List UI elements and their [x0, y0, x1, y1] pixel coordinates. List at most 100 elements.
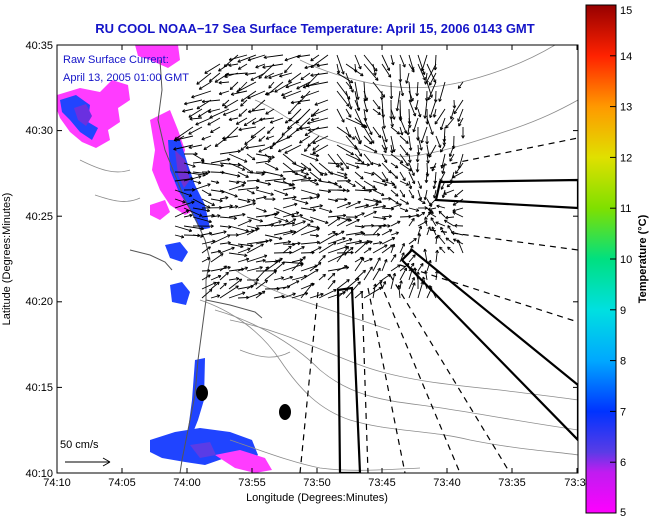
- current-vector-head: [307, 176, 312, 179]
- current-vector-head: [191, 96, 195, 99]
- current-vector-head: [191, 200, 195, 203]
- current-vector: [291, 259, 303, 263]
- current-vector: [372, 257, 381, 272]
- current-vector-head: [306, 172, 309, 176]
- current-vector-head: [282, 177, 286, 180]
- colorbar-ticks: 15 14 13 12 11 10 9 8 7 6 5: [610, 4, 632, 519]
- current-vector: [307, 117, 329, 124]
- current-vector: [219, 162, 241, 166]
- current-vector-head: [264, 209, 267, 212]
- current-vector: [408, 214, 420, 218]
- current-vector-head: [305, 201, 309, 204]
- current-vector-head: [310, 282, 314, 285]
- current-vector: [273, 241, 291, 245]
- current-vector: [291, 242, 301, 245]
- current-vector: [354, 108, 364, 128]
- current-vector: [336, 246, 349, 263]
- current-vector-head: [310, 75, 314, 78]
- current-vector-head: [276, 167, 279, 171]
- current-vector-head: [217, 214, 221, 216]
- current-vector-head: [288, 112, 292, 115]
- current-vector-head: [396, 193, 399, 197]
- current-vector-head: [424, 216, 426, 220]
- current-vector: [428, 207, 437, 211]
- bathymetry-contours: [79, 45, 578, 471]
- current-vector: [273, 222, 295, 227]
- current-vector-head: [198, 175, 202, 177]
- current-vector: [354, 99, 360, 111]
- current-vector: [291, 162, 307, 170]
- current-vector-head: [237, 149, 241, 152]
- current-vector: [433, 180, 437, 189]
- current-vector-head: [406, 80, 409, 84]
- current-vector-head: [197, 233, 201, 236]
- sst-patch-bottom-magenta: [215, 450, 272, 473]
- current-vector-head: [453, 238, 456, 242]
- current-vector-head: [316, 240, 320, 243]
- y-tick-label: 40:10: [25, 468, 53, 480]
- current-vector-head: [267, 159, 271, 162]
- current-vector: [354, 54, 362, 70]
- current-vector: [218, 81, 230, 84]
- current-vector-head: [410, 147, 413, 151]
- current-vector-head: [281, 134, 285, 136]
- current-vector-head: [361, 224, 365, 228]
- current-vector: [192, 207, 210, 212]
- station-marker: [279, 404, 291, 420]
- current-vector-head: [255, 186, 259, 189]
- current-vector-head: [453, 145, 456, 150]
- current-vector: [300, 252, 315, 254]
- current-vector: [381, 135, 387, 151]
- current-vector: [408, 171, 416, 184]
- current-vector-head: [329, 209, 333, 213]
- current-vector: [299, 126, 311, 130]
- current-vector-head: [189, 213, 193, 216]
- current-vector: [390, 108, 395, 120]
- current-vector-head: [279, 75, 283, 78]
- current-vector: [228, 225, 249, 232]
- current-vector-head: [445, 217, 449, 220]
- colorbar-tick-label: 9: [620, 305, 626, 317]
- current-vector-head: [224, 76, 228, 79]
- current-vector-head: [391, 243, 395, 247]
- current-vector: [201, 281, 217, 290]
- current-vector: [273, 261, 285, 272]
- current-vector-head: [189, 228, 193, 232]
- current-vector: [258, 63, 275, 79]
- current-vector: [345, 247, 354, 254]
- current-vector: [399, 180, 409, 186]
- current-vector: [354, 162, 370, 166]
- colorbar-tick-label: 14: [620, 51, 632, 63]
- current-vector: [363, 135, 373, 145]
- current-vector-head: [444, 219, 447, 224]
- y-tick-label: 40:35: [25, 40, 53, 52]
- current-vector-head: [423, 248, 426, 253]
- current-vector: [372, 244, 388, 254]
- current-vector: [245, 72, 257, 75]
- current-vector: [426, 81, 433, 98]
- current-vector-head: [387, 224, 391, 227]
- current-vector-head: [364, 241, 368, 243]
- current-vector: [434, 171, 437, 184]
- current-vector-head: [352, 89, 354, 93]
- current-vector: [219, 285, 239, 299]
- current-vector-head: [200, 234, 204, 237]
- current-vector-head: [252, 201, 256, 204]
- current-vector: [201, 189, 212, 196]
- current-vector: [255, 213, 278, 218]
- current-vector: [237, 267, 248, 272]
- current-vector-head: [454, 195, 458, 198]
- current-vector-head: [349, 238, 353, 240]
- sst-patch-blue-mid: [165, 242, 188, 262]
- current-vector-head: [216, 294, 220, 296]
- current-vector-head: [260, 218, 264, 222]
- current-vector-head: [357, 96, 360, 100]
- current-vector-head: [441, 165, 445, 169]
- current-vector: [399, 162, 412, 172]
- current-vector-head: [379, 106, 381, 110]
- current-vector: [255, 196, 267, 200]
- x-tick-label: 73:50: [303, 477, 331, 489]
- current-vector: [228, 252, 248, 257]
- current-vector: [309, 195, 320, 200]
